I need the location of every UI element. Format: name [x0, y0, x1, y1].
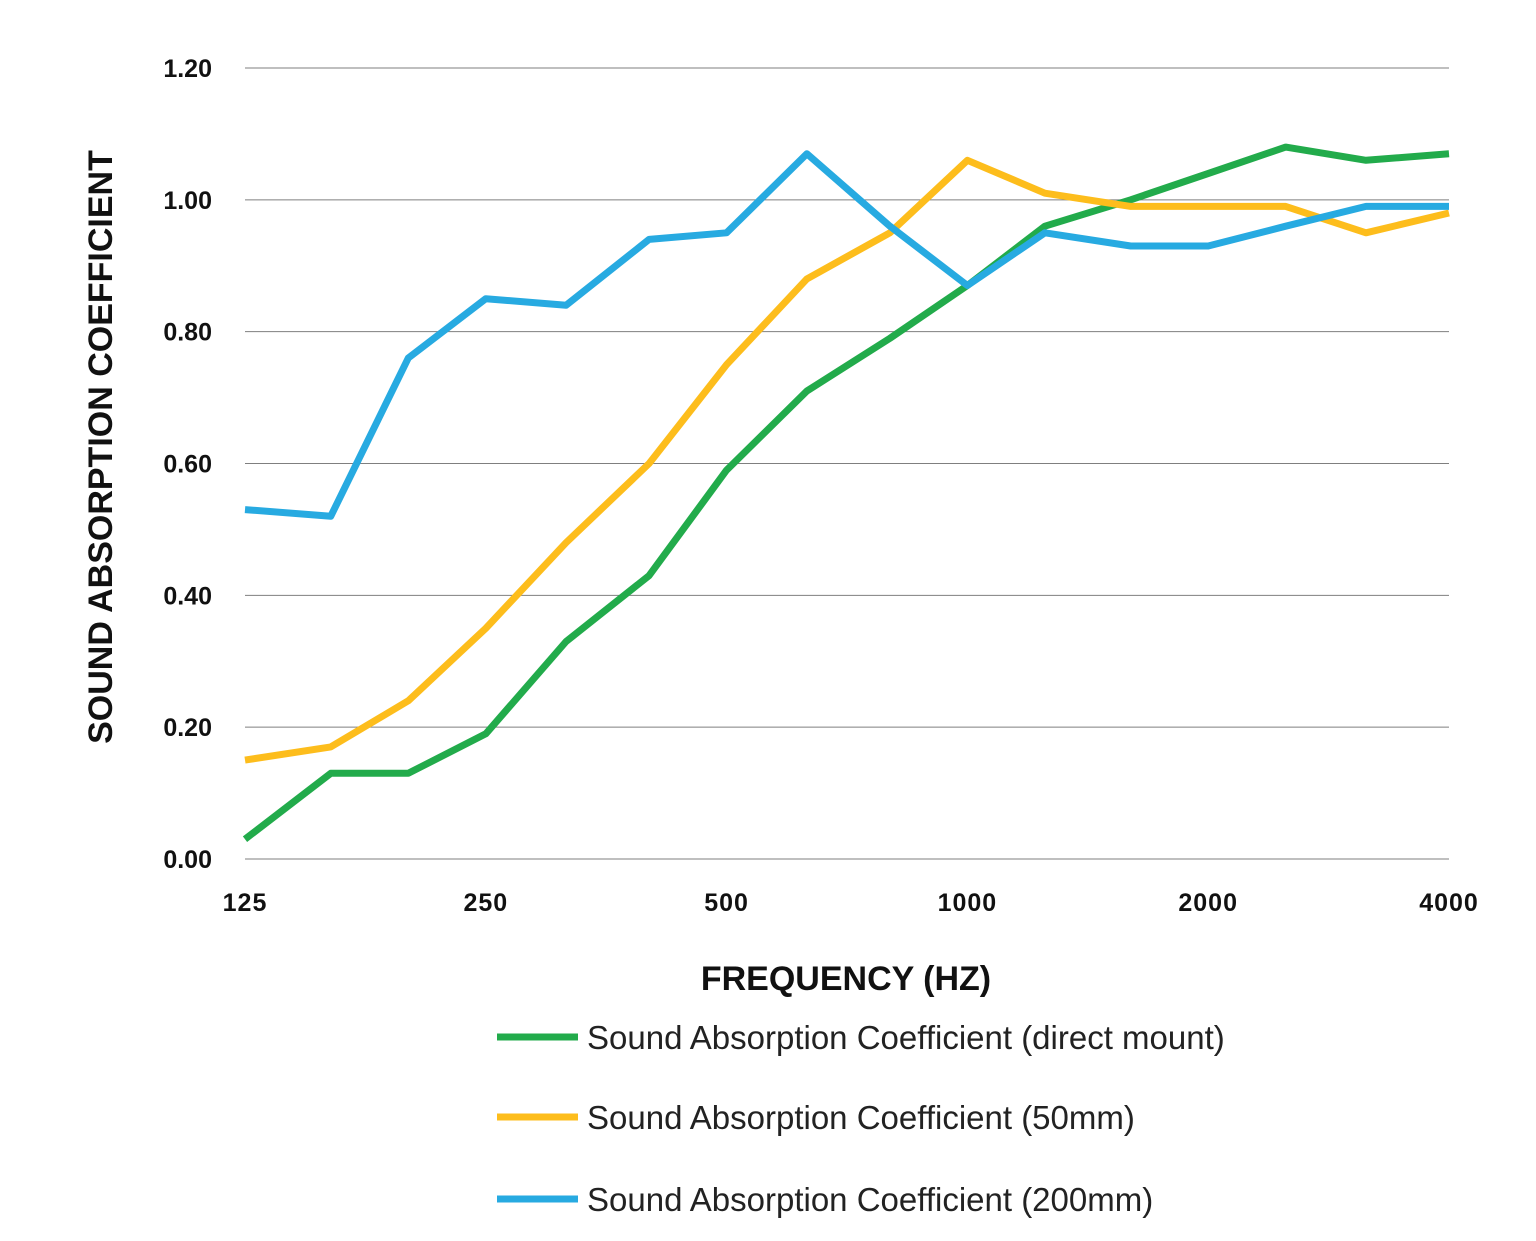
x-tick-label: 500: [704, 889, 749, 917]
y-tick-label: 1.20: [163, 55, 212, 83]
plot-series: [242, 143, 1450, 842]
x-axis-title: FREQUENCY (HZ): [701, 960, 991, 998]
legend: Sound Absorption Coefficient (direct mou…: [497, 1019, 1225, 1218]
y-tick-label: 0.80: [163, 319, 212, 347]
x-tick-label: 125: [223, 889, 268, 917]
legend-entry-label: Sound Absorption Coefficient (direct mou…: [587, 1019, 1225, 1056]
x-tick-label: 4000: [1419, 889, 1479, 917]
x-tick-label: 250: [463, 889, 508, 917]
series-line-0: [242, 143, 1450, 842]
legend-entry-label: Sound Absorption Coefficient (200mm): [587, 1181, 1153, 1218]
y-axis-title: SOUND ABSORPTION COEFFICIENT: [82, 150, 120, 744]
y-tick-label: 0.40: [163, 582, 212, 610]
series-line-1: [244, 156, 1450, 764]
y-tick-label: 1.00: [163, 187, 212, 215]
x-axis-ticks: 125 250 500 1000 2000 4000: [223, 889, 1479, 917]
legend-entry-label: Sound Absorption Coefficient (50mm): [587, 1099, 1135, 1136]
y-axis-ticks: 0.00 0.20 0.40 0.60 0.80 1.00 1.20: [163, 55, 212, 874]
y-tick-label: 0.00: [163, 846, 212, 874]
y-tick-label: 0.60: [163, 451, 212, 479]
x-tick-label: 1000: [938, 889, 998, 917]
y-tick-label: 0.20: [163, 714, 212, 742]
x-tick-label: 2000: [1178, 889, 1238, 917]
series-line-2: [244, 150, 1449, 520]
